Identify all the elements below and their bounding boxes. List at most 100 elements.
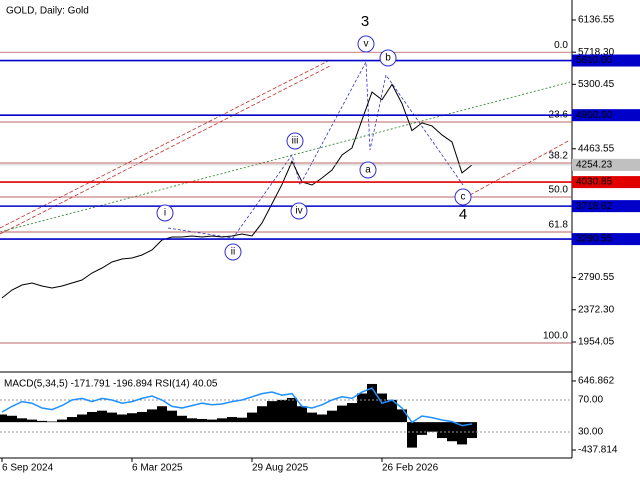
macd-bar bbox=[377, 393, 387, 423]
macd-bar bbox=[67, 417, 77, 423]
fib-label: 61.8 bbox=[549, 220, 569, 231]
macd-bar bbox=[97, 410, 107, 423]
trend-line bbox=[469, 139, 571, 196]
macd-bar bbox=[187, 418, 197, 423]
wave-circle bbox=[357, 35, 375, 53]
wave-label: ii bbox=[231, 247, 235, 258]
macd-bar bbox=[0, 414, 7, 423]
level-box bbox=[572, 200, 640, 213]
macd-bar bbox=[177, 415, 187, 423]
macd-bar bbox=[247, 412, 257, 423]
wave-label: c bbox=[461, 192, 466, 203]
macd-bar bbox=[147, 409, 157, 423]
macd-bar bbox=[167, 410, 177, 423]
macd-bar bbox=[217, 418, 227, 423]
level-label: 3290.55 bbox=[576, 234, 613, 245]
macd-bar bbox=[207, 419, 217, 423]
y-tick-label: 4463.55 bbox=[578, 143, 615, 154]
wave-circle bbox=[359, 161, 377, 179]
price-line bbox=[1, 83, 473, 299]
x-tick-label: 6 Sep 2024 bbox=[2, 463, 54, 474]
macd-bar bbox=[397, 409, 407, 423]
macd-bar bbox=[327, 410, 337, 423]
x-tick-label: 26 Feb 2026 bbox=[382, 463, 439, 474]
macd-bar bbox=[367, 383, 377, 423]
indicator-title: MACD(5,34,5) -171.791 -196.894 RSI(14) 4… bbox=[4, 379, 218, 390]
y-tick-label: 6136.55 bbox=[578, 15, 615, 26]
y-tick-label: 646.862 bbox=[578, 376, 615, 387]
macd-bar bbox=[337, 405, 347, 423]
level-box bbox=[572, 233, 640, 246]
y-tick-label: 2372.30 bbox=[578, 304, 615, 315]
wave-circle bbox=[224, 243, 242, 261]
level-box bbox=[572, 158, 640, 171]
wave-label: b bbox=[385, 53, 391, 64]
level-box bbox=[572, 176, 640, 189]
level-label: 4900.00 bbox=[576, 110, 613, 121]
macd-bar bbox=[417, 422, 427, 435]
macd-bar bbox=[317, 414, 327, 423]
macd-bar bbox=[437, 422, 447, 439]
wave-label: a bbox=[365, 165, 371, 176]
level-box bbox=[572, 109, 640, 122]
y-tick-label: 1954.05 bbox=[578, 337, 615, 348]
macd-bar bbox=[237, 417, 247, 423]
wave-circle bbox=[286, 132, 304, 150]
macd-bar bbox=[297, 406, 307, 423]
level-label: 4030.85 bbox=[576, 177, 613, 188]
y-tick-label: 2790.55 bbox=[578, 272, 615, 283]
macd-bar bbox=[87, 411, 97, 423]
macd-bar bbox=[37, 420, 47, 423]
wave-label: 4 bbox=[459, 206, 467, 223]
fib-label: 50.0 bbox=[549, 185, 569, 196]
macd-bar bbox=[137, 411, 147, 423]
macd-bar bbox=[127, 413, 137, 423]
y-tick-label: -437.814 bbox=[578, 445, 618, 456]
wave-label: 3 bbox=[361, 13, 369, 30]
macd-bar bbox=[307, 412, 317, 423]
x-tick-label: 6 Mar 2025 bbox=[132, 463, 183, 474]
level-box bbox=[572, 54, 640, 67]
macd-bar bbox=[427, 422, 437, 432]
macd-bar bbox=[17, 418, 27, 423]
y-tick-label: 70.00 bbox=[578, 395, 603, 406]
level-label: 5610.00 bbox=[576, 55, 613, 66]
wave-label: i bbox=[164, 208, 166, 219]
macd-bar bbox=[387, 399, 397, 423]
macd-bar bbox=[357, 393, 367, 423]
wave-circle bbox=[454, 188, 472, 206]
macd-bar bbox=[407, 422, 417, 448]
chart-title: GOLD, Daily: Gold bbox=[6, 6, 89, 17]
wave-label: v bbox=[364, 39, 369, 50]
macd-bar bbox=[47, 421, 57, 423]
x-tick-label: 29 Aug 2025 bbox=[252, 463, 309, 474]
macd-bar bbox=[457, 422, 467, 445]
fib-label: 100.0 bbox=[543, 331, 568, 342]
channel-line bbox=[0, 59, 331, 229]
macd-bar bbox=[347, 403, 357, 423]
wave-label: iv bbox=[295, 206, 302, 217]
macd-bar bbox=[107, 412, 117, 423]
wave-circle bbox=[156, 204, 174, 222]
macd-bar bbox=[57, 419, 67, 423]
macd-bar bbox=[277, 399, 287, 423]
macd-bar bbox=[227, 417, 237, 423]
wave-label: iii bbox=[292, 136, 299, 147]
macd-bar bbox=[287, 397, 297, 423]
wave-path bbox=[167, 60, 464, 239]
fib-label: 38.2 bbox=[549, 151, 569, 162]
macd-bar bbox=[7, 415, 17, 423]
macd-bar bbox=[467, 422, 477, 439]
y-tick-label: 5300.45 bbox=[578, 79, 615, 90]
wave-circle bbox=[290, 202, 308, 220]
macd-bar bbox=[257, 406, 267, 423]
level-label: 3718.62 bbox=[576, 201, 613, 212]
y-tick-label: 30.00 bbox=[578, 427, 603, 438]
wave-circle bbox=[379, 49, 397, 67]
macd-bar bbox=[197, 418, 207, 423]
fib-label: 0.0 bbox=[554, 40, 568, 51]
rsi-line bbox=[1, 387, 473, 427]
macd-bar bbox=[77, 414, 87, 423]
